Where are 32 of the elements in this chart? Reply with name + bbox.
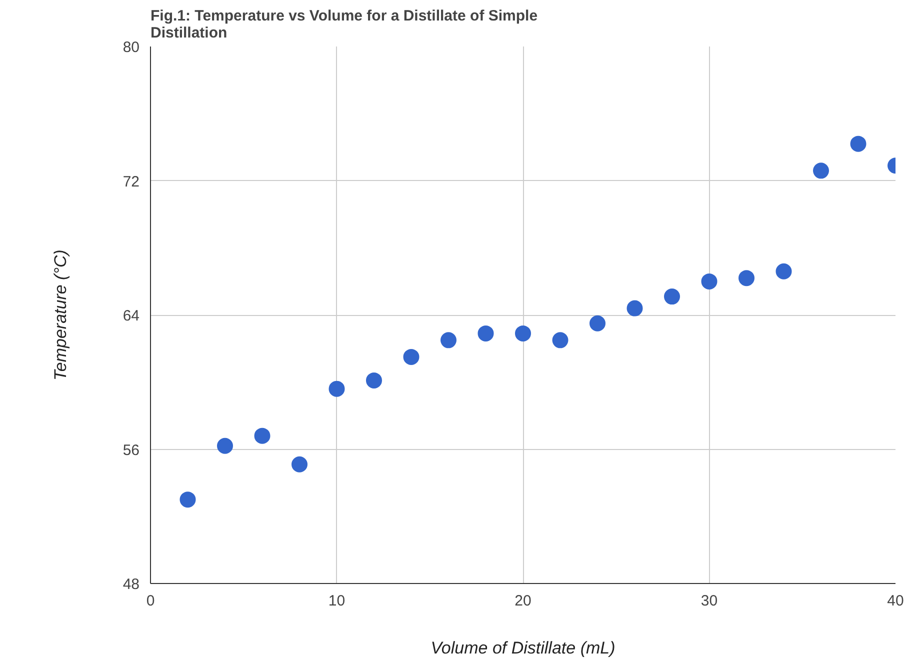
x-tick-label: 30 bbox=[700, 592, 718, 610]
point bbox=[328, 380, 345, 397]
point bbox=[552, 332, 568, 348]
point bbox=[738, 270, 754, 286]
y-axis-title: Temperature (°C) bbox=[50, 250, 70, 380]
point bbox=[850, 136, 866, 152]
point bbox=[701, 273, 718, 290]
point bbox=[366, 372, 382, 388]
point bbox=[292, 456, 308, 472]
point bbox=[254, 428, 270, 444]
x-tick-label: 10 bbox=[328, 592, 346, 610]
chart-title: Fig.1: Temperature vs Volume for a Distillate of Simple Distillation bbox=[150, 8, 538, 42]
y-tick-label: 72 bbox=[122, 173, 140, 190]
x-tick-label: 0 bbox=[146, 592, 155, 610]
point bbox=[664, 288, 680, 305]
y-tick-label: 48 bbox=[122, 576, 140, 593]
point bbox=[403, 348, 420, 365]
x-tick-label: 40 bbox=[887, 592, 904, 610]
point bbox=[776, 263, 792, 280]
point bbox=[440, 332, 456, 348]
y-tick-label: 80 bbox=[122, 39, 140, 56]
point bbox=[626, 300, 643, 316]
point bbox=[515, 325, 531, 342]
y-tick-label: 56 bbox=[122, 442, 140, 459]
point bbox=[478, 325, 494, 342]
x-tick-label: 20 bbox=[514, 592, 532, 610]
y-tick-label: 64 bbox=[122, 308, 140, 324]
x-axis-title: Volume of Distillate (mL) bbox=[430, 638, 616, 658]
point bbox=[590, 315, 606, 332]
point bbox=[813, 162, 829, 179]
point bbox=[217, 438, 233, 454]
point bbox=[180, 492, 196, 508]
